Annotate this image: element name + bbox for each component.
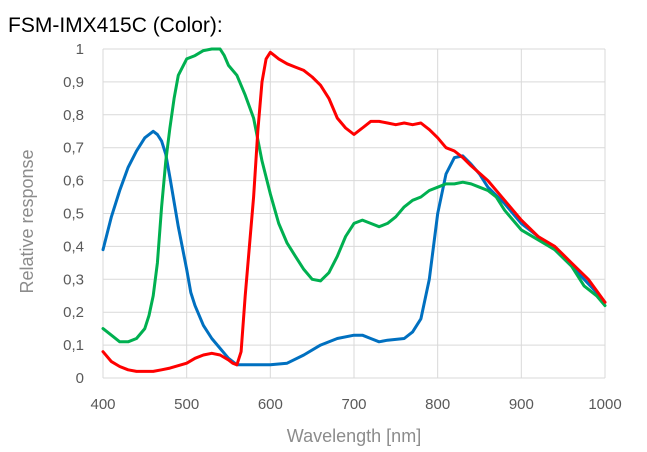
y-tick-label: 0,3 xyxy=(63,271,84,288)
y-tick-label: 0,2 xyxy=(63,304,84,321)
series-lines xyxy=(101,47,607,373)
x-tick-label: 600 xyxy=(258,396,283,413)
y-axis-label: Relative response xyxy=(17,149,37,293)
y-tick-label: 1 xyxy=(76,41,84,58)
x-axis-label: Wavelength [nm] xyxy=(287,426,421,446)
y-tick-label: 0,8 xyxy=(63,107,84,124)
y-tick-label: 0,9 xyxy=(63,74,84,91)
x-tick-label: 400 xyxy=(90,396,115,413)
y-tick-label: 0,6 xyxy=(63,173,84,190)
red-series-line xyxy=(101,50,607,373)
x-tick-label: 500 xyxy=(174,396,199,413)
x-tick-label: 900 xyxy=(509,396,534,413)
y-tick-label: 0,1 xyxy=(63,337,84,354)
green-series-line xyxy=(101,47,607,344)
x-tick-label: 800 xyxy=(425,396,450,413)
grid xyxy=(102,48,606,379)
y-tick-label: 0,4 xyxy=(63,238,84,255)
chart-title: FSM-IMX415C (Color): xyxy=(8,14,223,37)
blue-series-line xyxy=(101,129,607,367)
y-tick-label: 0 xyxy=(76,370,84,387)
y-tick-label: 0,7 xyxy=(63,140,84,157)
x-tick-label: 700 xyxy=(341,396,366,413)
y-tick-label: 0,5 xyxy=(63,206,84,223)
x-tick-labels: 400 500 600 700 800 900 1000 xyxy=(90,396,621,413)
x-tick-label: 1000 xyxy=(588,396,621,413)
y-tick-labels: 0 0,1 0,2 0,3 0,4 0,5 0,6 0,7 0,8 0,9 1 xyxy=(63,41,84,387)
